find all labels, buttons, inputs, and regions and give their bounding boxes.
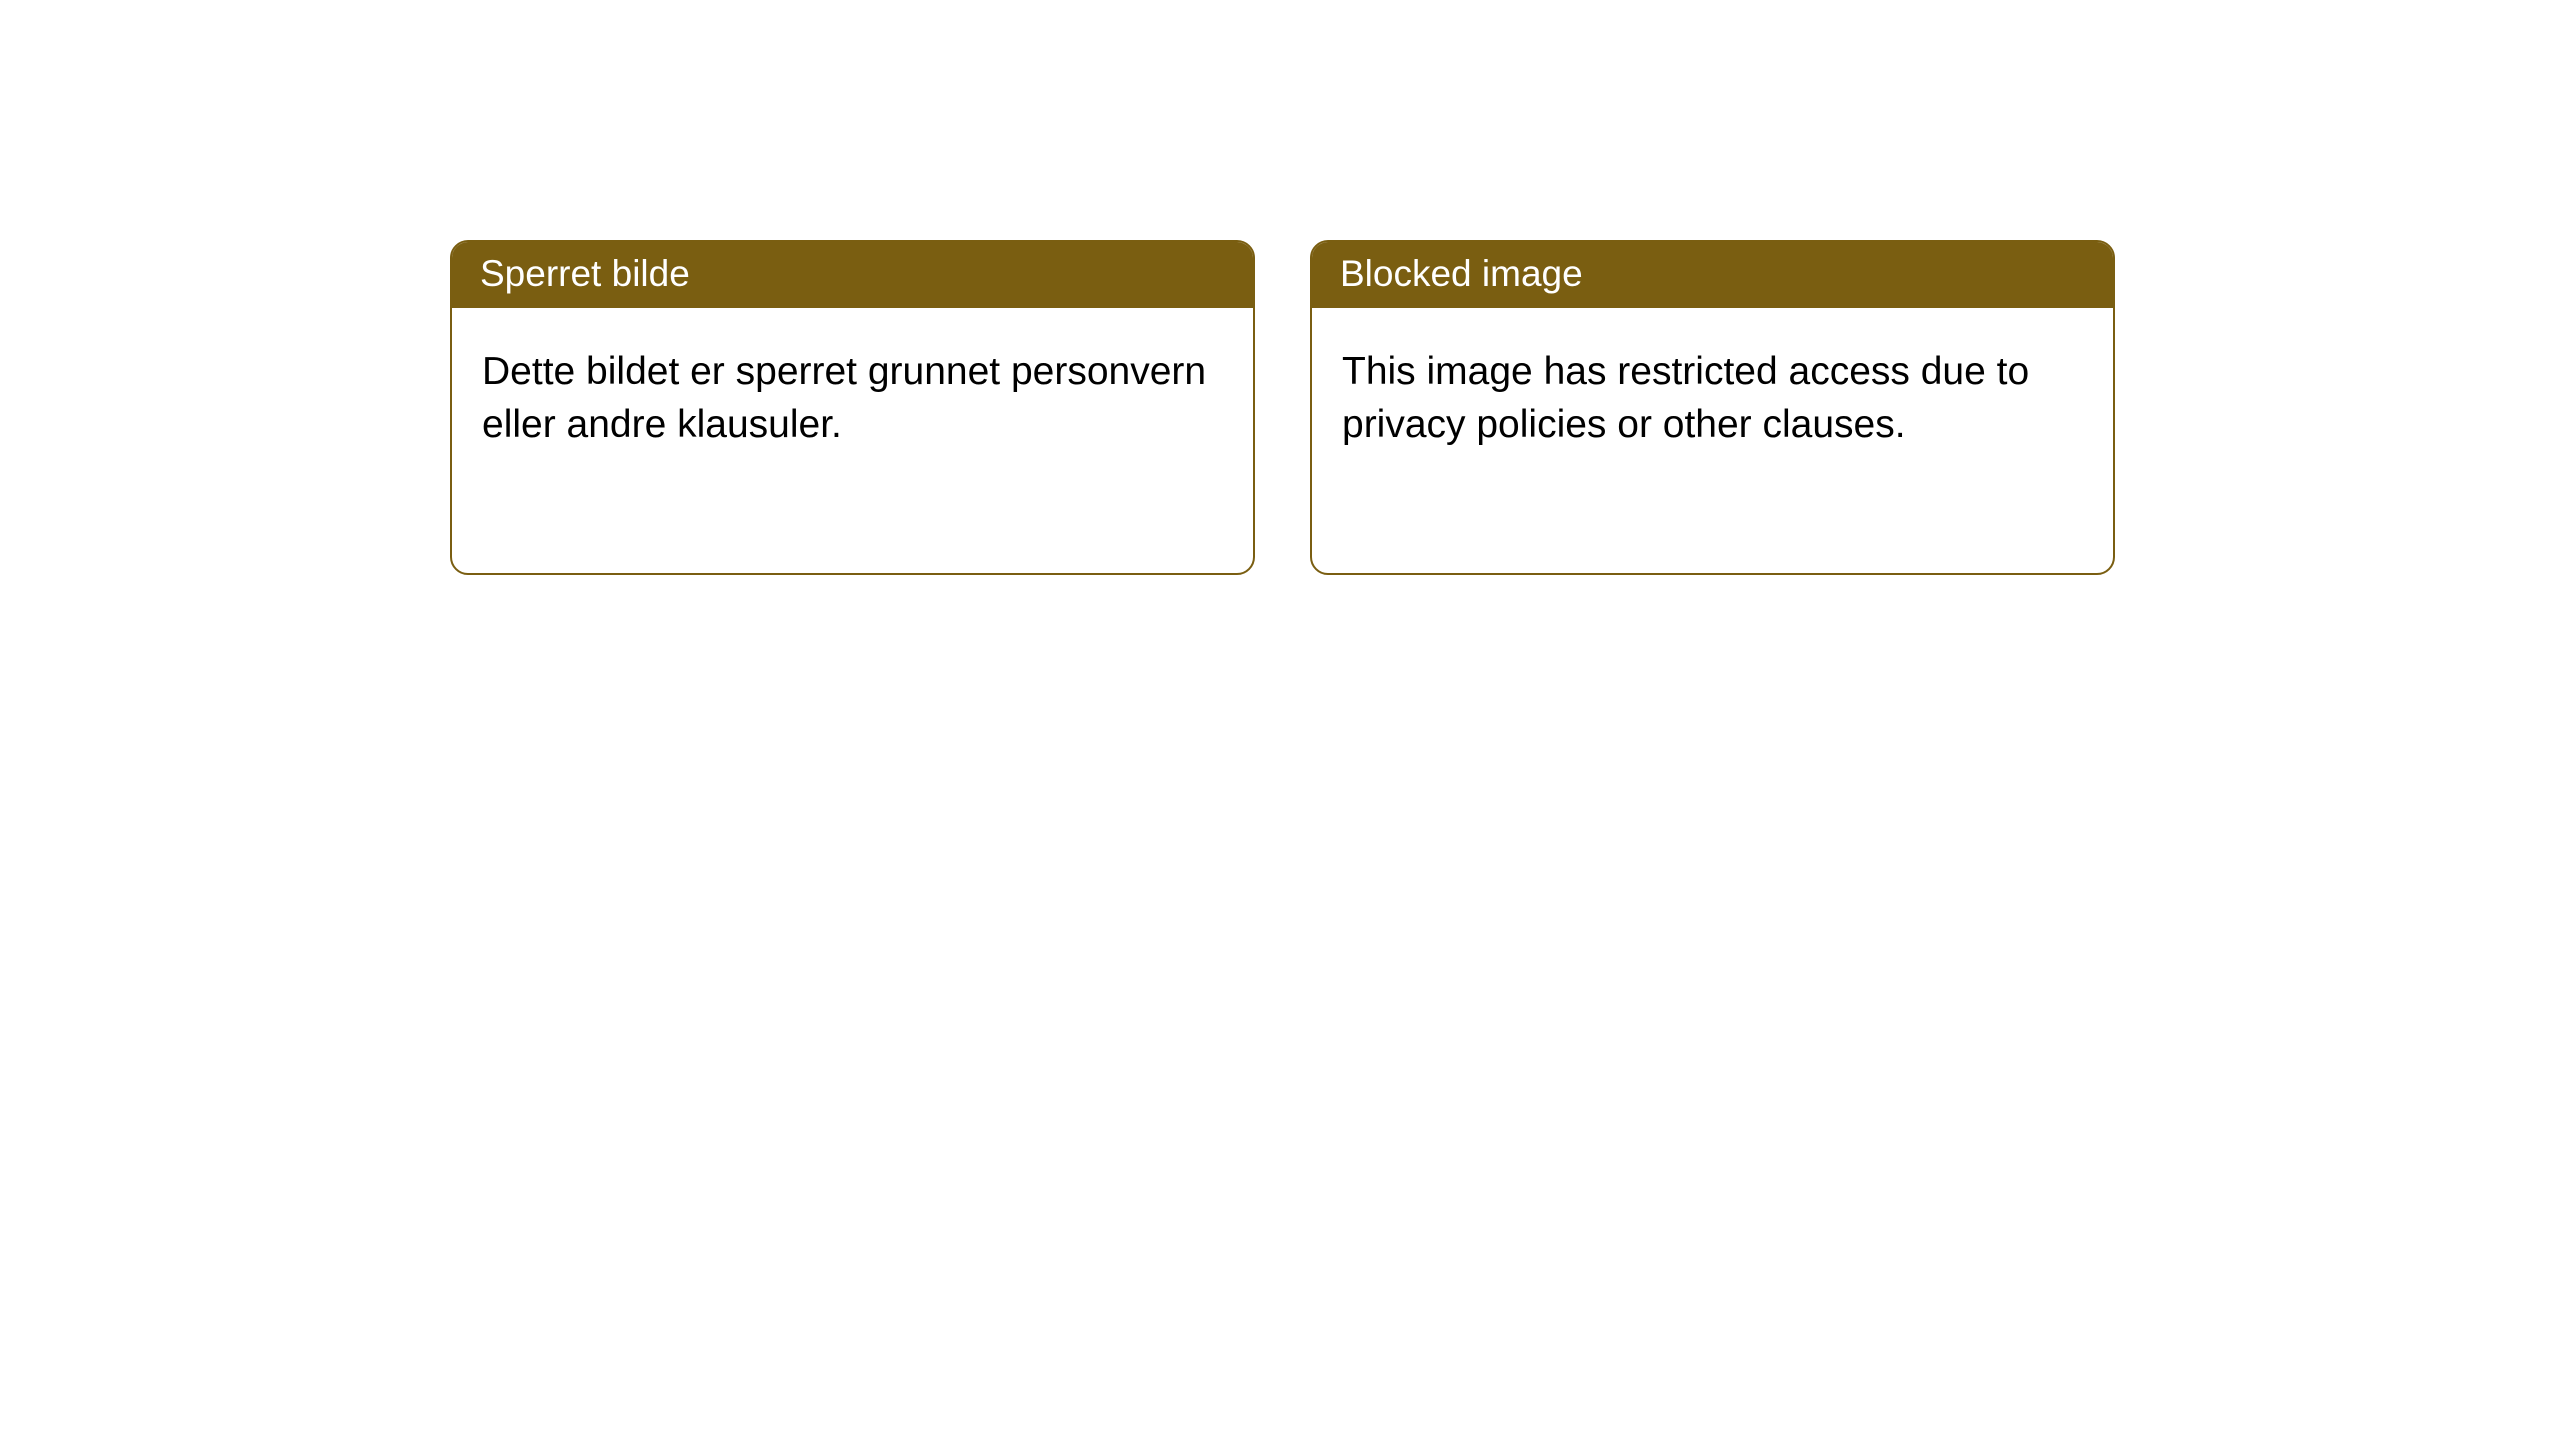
card-header: Blocked image bbox=[1312, 242, 2113, 308]
card-header: Sperret bilde bbox=[452, 242, 1253, 308]
card-container: Sperret bilde Dette bildet er sperret gr… bbox=[0, 0, 2560, 575]
blocked-image-card-no: Sperret bilde Dette bildet er sperret gr… bbox=[450, 240, 1255, 575]
card-body: This image has restricted access due to … bbox=[1312, 308, 2113, 489]
blocked-image-card-en: Blocked image This image has restricted … bbox=[1310, 240, 2115, 575]
card-body: Dette bildet er sperret grunnet personve… bbox=[452, 308, 1253, 489]
